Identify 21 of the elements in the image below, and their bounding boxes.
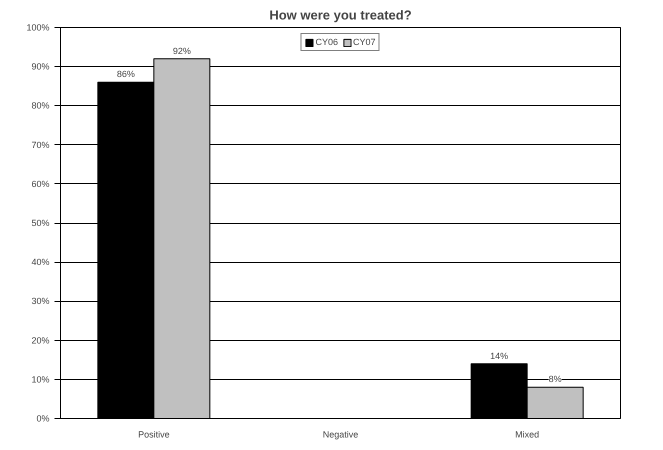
- y-tick-label: 20%: [31, 335, 50, 346]
- x-tick-label: Negative: [322, 430, 358, 440]
- data-label: 8%: [548, 374, 562, 384]
- y-tick-label: 60%: [31, 178, 50, 189]
- y-tick-label: 50%: [31, 218, 50, 228]
- y-tick-label: 0%: [36, 414, 50, 424]
- data-label: 92%: [172, 46, 191, 56]
- data-label: 14%: [490, 350, 508, 361]
- y-tick-label: 30%: [31, 296, 50, 306]
- legend-label: CY06: [315, 37, 338, 47]
- y-tick-label: 100%: [26, 22, 50, 32]
- y-tick-label: 40%: [31, 257, 50, 268]
- y-tick-label: 80%: [31, 100, 50, 111]
- chart-title: How were you treated?: [269, 8, 412, 22]
- legend-label: CY07: [353, 37, 376, 47]
- x-tick-label: Mixed: [515, 430, 540, 440]
- data-label: 86%: [116, 69, 135, 80]
- x-tick-label: Positive: [138, 430, 170, 440]
- y-tick-label: 90%: [31, 62, 50, 72]
- y-tick-label: 70%: [31, 140, 50, 150]
- y-tick-label: 10%: [31, 374, 50, 384]
